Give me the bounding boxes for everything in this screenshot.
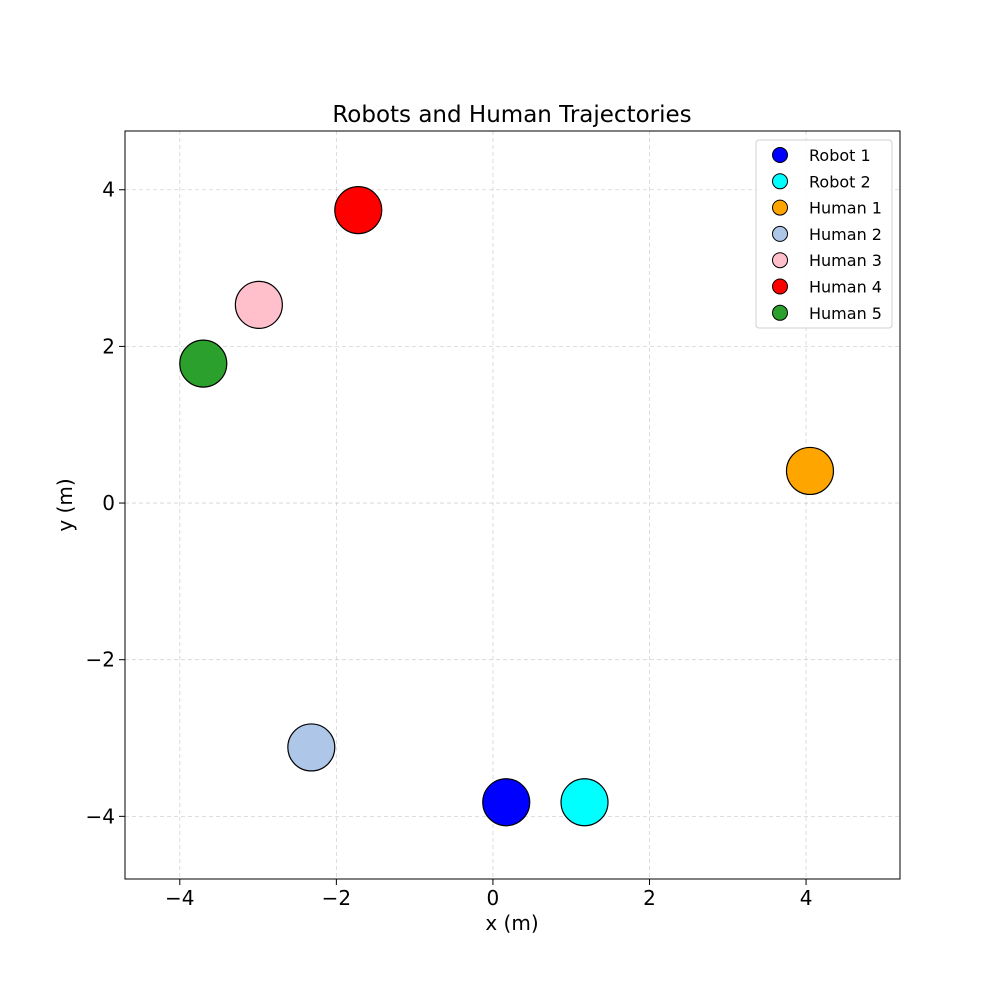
human-4-marker xyxy=(334,186,383,235)
legend-label-human-1: Human 1 xyxy=(809,199,882,218)
legend-label-human-2: Human 2 xyxy=(809,225,882,244)
x-tick-label: 0 xyxy=(487,886,500,910)
x-tick-label: 4 xyxy=(800,886,813,910)
legend-marker-human-3 xyxy=(772,252,788,269)
x-axis-label: x (m) xyxy=(485,911,538,935)
axis-ticks: −4 −2 0 2 4 −4 −2 0 2 4 xyxy=(86,178,813,910)
data-marks xyxy=(179,186,835,827)
human-2-marker xyxy=(287,723,336,772)
robot-1-marker xyxy=(482,778,531,827)
robot-2-marker xyxy=(560,778,609,827)
legend-label-human-4: Human 4 xyxy=(809,278,882,297)
y-tick-label: 2 xyxy=(102,334,115,358)
human-1-marker xyxy=(785,446,835,496)
legend-label-human-3: Human 3 xyxy=(809,251,882,270)
legend-label-robot-2: Robot 2 xyxy=(809,172,871,191)
human-5-marker xyxy=(179,339,228,388)
legend-marker-human-5 xyxy=(772,304,788,321)
legend-marker-human-4 xyxy=(772,278,788,295)
x-tick-label: −2 xyxy=(322,886,351,910)
legend-label-robot-1: Robot 1 xyxy=(809,146,871,165)
y-axis-label: y (m) xyxy=(53,478,77,531)
x-tick-label: 2 xyxy=(643,886,656,910)
legend-box xyxy=(755,139,893,329)
y-tick-label: −2 xyxy=(86,648,115,672)
plot-frame xyxy=(124,130,901,880)
legend: Robot 1 Robot 2 Human 1 Human 2 Human 3 Human… xyxy=(755,139,893,329)
y-tick-label: 0 xyxy=(102,491,115,515)
chart-title: Robots and Human Trajectories xyxy=(332,102,691,128)
x-tick-label: −4 xyxy=(165,886,194,910)
legend-marker-robot-1 xyxy=(772,147,788,163)
y-tick-label: 4 xyxy=(102,178,115,202)
human-3-marker xyxy=(234,280,283,329)
legend-label-human-5: Human 5 xyxy=(809,304,882,323)
legend-marker-human-1 xyxy=(772,199,788,216)
legend-marker-robot-2 xyxy=(772,173,788,190)
y-tick-label: −4 xyxy=(86,804,115,828)
legend-marker-human-2 xyxy=(772,225,788,242)
